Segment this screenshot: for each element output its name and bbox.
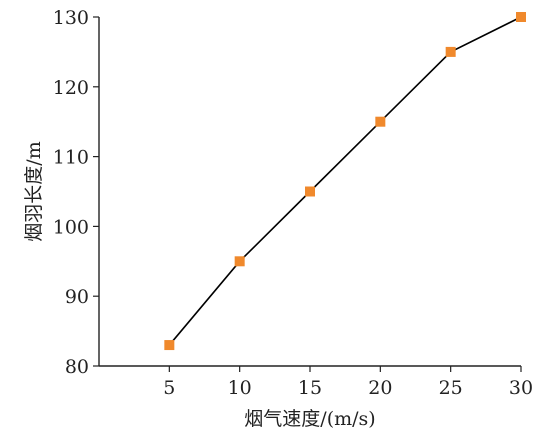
y-ticks: 80 90 100 110 120 130: [53, 7, 99, 378]
y-tick-label: 110: [53, 147, 89, 169]
data-point-marker: [445, 46, 456, 57]
x-tick-label: 15: [298, 377, 322, 399]
y-axis-label: 烟羽长度/m: [23, 141, 45, 241]
series-line: [168, 16, 522, 346]
y-tick-label: 130: [53, 7, 89, 29]
series-layer: [164, 12, 526, 351]
x-axis-label: 烟气速度/(m/s): [244, 408, 375, 430]
data-point-marker: [305, 186, 315, 197]
data-point-marker: [516, 12, 526, 22]
data-point-marker: [234, 256, 245, 267]
y-tick-label: 120: [53, 77, 89, 99]
x-tick-label: 25: [439, 377, 463, 399]
x-tick-label: 30: [509, 377, 533, 399]
x-tick-label: 10: [228, 377, 252, 399]
y-tick-label: 90: [65, 286, 89, 308]
data-point-marker: [164, 340, 175, 351]
data-point-marker: [375, 116, 386, 127]
x-ticks: 5 10 15 20 25 30: [163, 366, 533, 399]
x-tick-label: 5: [163, 377, 175, 399]
y-tick-label: 100: [53, 216, 89, 238]
x-tick-label: 20: [368, 377, 392, 399]
y-tick-label: 80: [65, 356, 89, 378]
